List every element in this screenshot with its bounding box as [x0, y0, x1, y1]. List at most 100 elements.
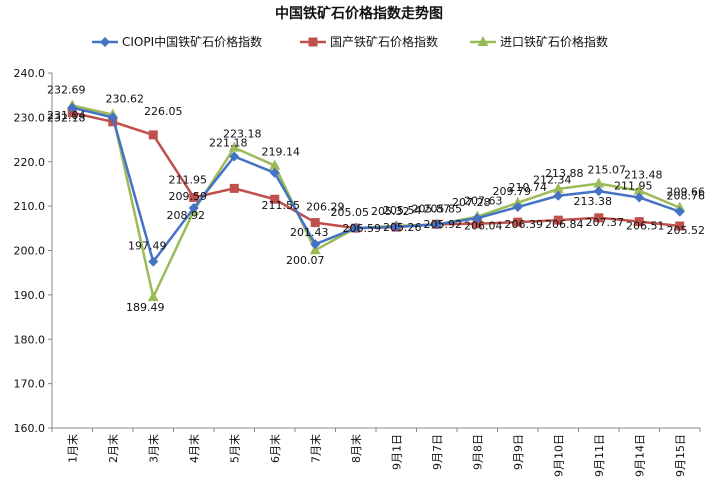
diamond-point [107, 112, 118, 123]
x-tick-label: 1月末 [65, 434, 79, 463]
square-point [513, 217, 523, 227]
y-tick-label: 240.0 [14, 67, 46, 80]
data-label: 205.52 [667, 224, 706, 237]
data-label: 213.88 [545, 167, 584, 180]
data-label: 206.51 [626, 220, 665, 233]
square-point [67, 108, 77, 118]
legend: CIOPI中国铁矿石价格指数 国产铁矿石价格指数 进口铁矿石价格指数 [92, 34, 608, 49]
y-tick-label: 210.0 [14, 200, 46, 213]
x-tick-label: 8月末 [349, 434, 363, 463]
triangle-point [512, 196, 524, 207]
data-label: 205.26 [383, 221, 422, 234]
legend-label: CIOPI中国铁矿石价格指数 [122, 34, 262, 49]
data-label: 211.95 [169, 173, 208, 186]
legend-label: 进口铁矿石价格指数 [500, 34, 608, 49]
chart-title: 中国铁矿石价格指数走势图 [275, 5, 443, 22]
square-point [310, 218, 320, 228]
data-label: 215.07 [588, 164, 627, 177]
diamond-point [188, 202, 199, 213]
x-tick-label: 4月末 [187, 434, 201, 463]
data-label: 213.48 [624, 169, 663, 182]
square-point [308, 37, 318, 47]
data-label: 219.14 [262, 146, 301, 159]
data-label: 206.84 [545, 218, 584, 231]
data-label: 205.92 [424, 218, 463, 231]
data-label: 205.32 [371, 205, 410, 218]
diamond-point [512, 202, 523, 213]
data-label: 230.62 [106, 93, 145, 106]
triangle-point [147, 291, 159, 302]
y-tick-label: 200.0 [14, 245, 46, 258]
x-tick-label: 5月末 [227, 434, 241, 463]
square-point [148, 130, 158, 140]
data-label: 221.18 [209, 137, 248, 150]
diamond-point [593, 186, 604, 197]
legend-item-2: 进口铁矿石价格指数 [470, 34, 608, 49]
diamond-point [269, 167, 280, 178]
x-tick-label: 9月11日 [593, 434, 606, 477]
diamond-point [391, 221, 402, 232]
data-label: 189.49 [126, 301, 165, 314]
data-label: 206.04 [464, 220, 503, 233]
diamond-point [634, 192, 645, 203]
triangle-point [228, 141, 240, 152]
axes: 160.0 170.0 180.0 190.0 200.0 210.0 220.0 230.0… [14, 67, 701, 477]
data-label: 208.92 [167, 209, 206, 222]
diamond-point [229, 151, 240, 162]
y-tick-label: 230.0 [14, 111, 46, 124]
data-label: 232.69 [47, 83, 86, 96]
y-tick-label: 160.0 [14, 422, 46, 435]
data-label: 206.29 [306, 201, 345, 214]
x-tick-label: 9月1日 [390, 434, 403, 470]
data-label: 206.39 [505, 218, 544, 231]
data-label: 208.76 [667, 190, 706, 203]
x-tick-label: 9月8日 [471, 434, 484, 470]
x-tick-label: 6月末 [268, 434, 282, 463]
square-point [634, 217, 644, 227]
diamond-point [472, 213, 483, 224]
legend-item-1: 国产铁矿石价格指数 [300, 34, 438, 49]
legend-item-0: CIOPI中国铁矿石价格指数 [92, 34, 262, 49]
square-point [675, 221, 685, 231]
data-label: 211.95 [614, 179, 653, 192]
data-label: 207.37 [586, 216, 625, 229]
x-tick-label: 9月9日 [512, 434, 525, 470]
square-point [229, 183, 239, 193]
data-label: 209.59 [169, 190, 208, 203]
series-layer [66, 99, 686, 302]
data-label: 201.43 [290, 226, 329, 239]
diamond-point [431, 219, 442, 230]
data-label: 209.79 [493, 185, 532, 198]
square-point [553, 215, 563, 225]
data-label: 205.87 [412, 202, 451, 215]
data-label: 200.07 [286, 254, 325, 267]
triangle-point [552, 182, 564, 193]
legend-label: 国产铁矿石价格指数 [330, 34, 438, 49]
data-label: 206.59 [343, 222, 382, 235]
data-label: 223.18 [223, 128, 262, 141]
triangle-point [477, 36, 489, 46]
data-label: 197.49 [128, 240, 167, 253]
diamond-point [553, 190, 564, 201]
triangle-point [633, 184, 645, 195]
x-tick-label: 9月14日 [633, 434, 646, 477]
diamond-point [67, 102, 78, 113]
diamond-point [100, 37, 110, 47]
x-tick-label: 7月末 [308, 434, 322, 463]
data-label: 226.05 [144, 105, 183, 118]
data-label: 212.34 [533, 174, 572, 187]
square-point [472, 219, 482, 229]
square-point [594, 213, 604, 223]
data-label: 205.05 [331, 206, 370, 219]
triangle-point [309, 244, 321, 255]
x-tick-label: 9月15日 [674, 434, 687, 477]
data-label: 209.66 [667, 186, 706, 199]
y-tick-label: 170.0 [14, 378, 46, 391]
y-tick-label: 190.0 [14, 289, 46, 302]
x-tick-label: 2月末 [106, 434, 120, 463]
data-label: 207.28 [452, 196, 491, 209]
y-tick-label: 220.0 [14, 156, 46, 169]
y-tick-label: 180.0 [14, 333, 46, 346]
